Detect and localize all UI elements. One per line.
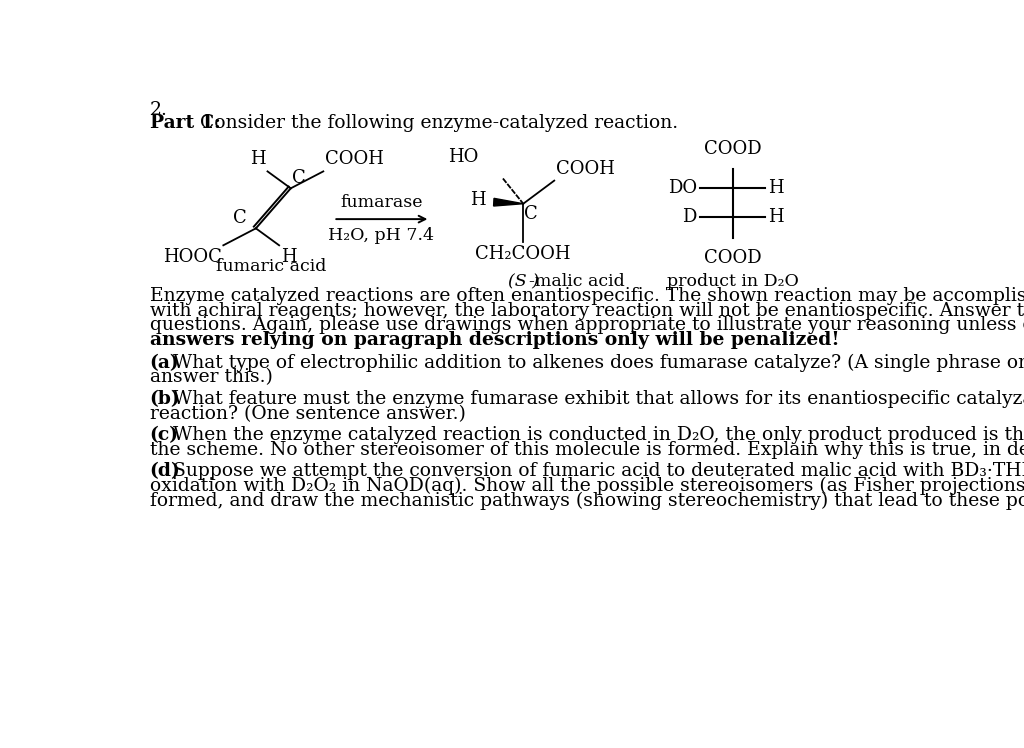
Text: CH₂COOH: CH₂COOH <box>475 245 571 263</box>
Text: D: D <box>682 208 697 226</box>
Text: C: C <box>292 169 306 187</box>
Text: H: H <box>250 150 265 168</box>
Text: with achiral reagents; however, the laboratory reaction will not be enantiospeci: with achiral reagents; however, the labo… <box>150 301 1024 319</box>
Text: Part 1:: Part 1: <box>150 114 220 132</box>
Text: H: H <box>768 208 783 226</box>
Text: fumaric acid: fumaric acid <box>216 257 327 275</box>
Text: COOH: COOH <box>325 150 384 168</box>
Text: Enzyme catalyzed reactions are often enantiospecific. The shown reaction may be : Enzyme catalyzed reactions are often ena… <box>150 287 1024 305</box>
Text: 2.: 2. <box>150 101 168 120</box>
Text: H: H <box>281 248 296 266</box>
Text: C: C <box>524 205 538 223</box>
Text: C: C <box>232 209 247 227</box>
Text: answers relying on paragraph descriptions only will be penalized!: answers relying on paragraph description… <box>150 331 840 349</box>
Text: DO: DO <box>668 180 697 197</box>
Text: (b): (b) <box>150 390 180 408</box>
Text: answer this.): answer this.) <box>150 369 272 387</box>
Text: What feature must the enzyme fumarase exhibit that allows for its enantiospecifi: What feature must the enzyme fumarase ex… <box>167 390 1024 408</box>
Text: formed, and draw the mechanistic pathways (showing stereochemistry) that lead to: formed, and draw the mechanistic pathway… <box>150 491 1024 510</box>
Text: HOOC: HOOC <box>163 248 222 266</box>
Text: fumarase: fumarase <box>340 194 423 212</box>
Text: (c): (c) <box>150 426 179 444</box>
Text: the scheme. No other stereoisomer of this molecule is formed. Explain why this i: the scheme. No other stereoisomer of thi… <box>150 441 1024 459</box>
Text: COOD: COOD <box>703 249 761 267</box>
Text: H: H <box>470 191 486 209</box>
Text: oxidation with D₂O₂ in NaOD(aq). Show all the possible stereoisomers (as Fisher : oxidation with D₂O₂ in NaOD(aq). Show al… <box>150 477 1024 495</box>
Text: product in D₂O: product in D₂O <box>667 273 799 290</box>
Text: (a): (a) <box>150 354 179 372</box>
Text: reaction? (One sentence answer.): reaction? (One sentence answer.) <box>150 405 466 423</box>
Text: H₂O, pH 7.4: H₂O, pH 7.4 <box>329 227 434 244</box>
Text: Consider the following enzyme-catalyzed reaction.: Consider the following enzyme-catalyzed … <box>194 114 678 132</box>
Text: HO: HO <box>447 148 478 166</box>
Text: Suppose we attempt the conversion of fumaric acid to deuterated malic acid with : Suppose we attempt the conversion of fum… <box>167 462 1024 480</box>
Text: COOH: COOH <box>556 159 614 177</box>
Text: COOD: COOD <box>703 141 761 159</box>
Text: H: H <box>768 180 783 197</box>
Text: questions. Again, please use drawings when appropriate to illustrate your reason: questions. Again, please use drawings wh… <box>150 316 1024 334</box>
Text: (d): (d) <box>150 462 180 480</box>
Text: (S ): (S ) <box>508 273 539 290</box>
Polygon shape <box>494 198 523 206</box>
Text: What type of electrophilic addition to alkenes does fumarase catalyze? (A single: What type of electrophilic addition to a… <box>167 354 1024 372</box>
Text: -malic acid: -malic acid <box>529 273 626 290</box>
Text: When the enzyme catalyzed reaction is conducted in D₂O, the only product produce: When the enzyme catalyzed reaction is co… <box>167 426 1024 444</box>
